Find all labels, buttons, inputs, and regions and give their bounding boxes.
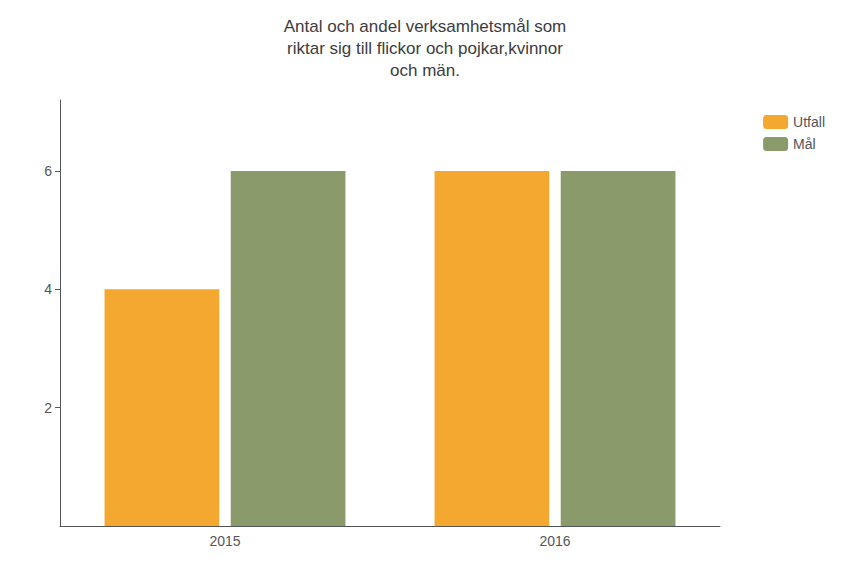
svg-text:Mål: Mål bbox=[793, 136, 816, 152]
svg-text:2015: 2015 bbox=[209, 533, 240, 549]
svg-text:riktar sig till flickor och po: riktar sig till flickor och pojkar,kvinn… bbox=[287, 39, 563, 58]
svg-text:6: 6 bbox=[44, 163, 52, 179]
svg-text:Antal och andel verksamhetsmål: Antal och andel verksamhetsmål som bbox=[284, 17, 567, 36]
svg-text:2: 2 bbox=[44, 400, 52, 416]
svg-text:4: 4 bbox=[44, 281, 52, 297]
svg-text:Utfall: Utfall bbox=[793, 114, 825, 130]
svg-text:2016: 2016 bbox=[539, 533, 570, 549]
svg-text:och män.: och män. bbox=[390, 61, 460, 80]
